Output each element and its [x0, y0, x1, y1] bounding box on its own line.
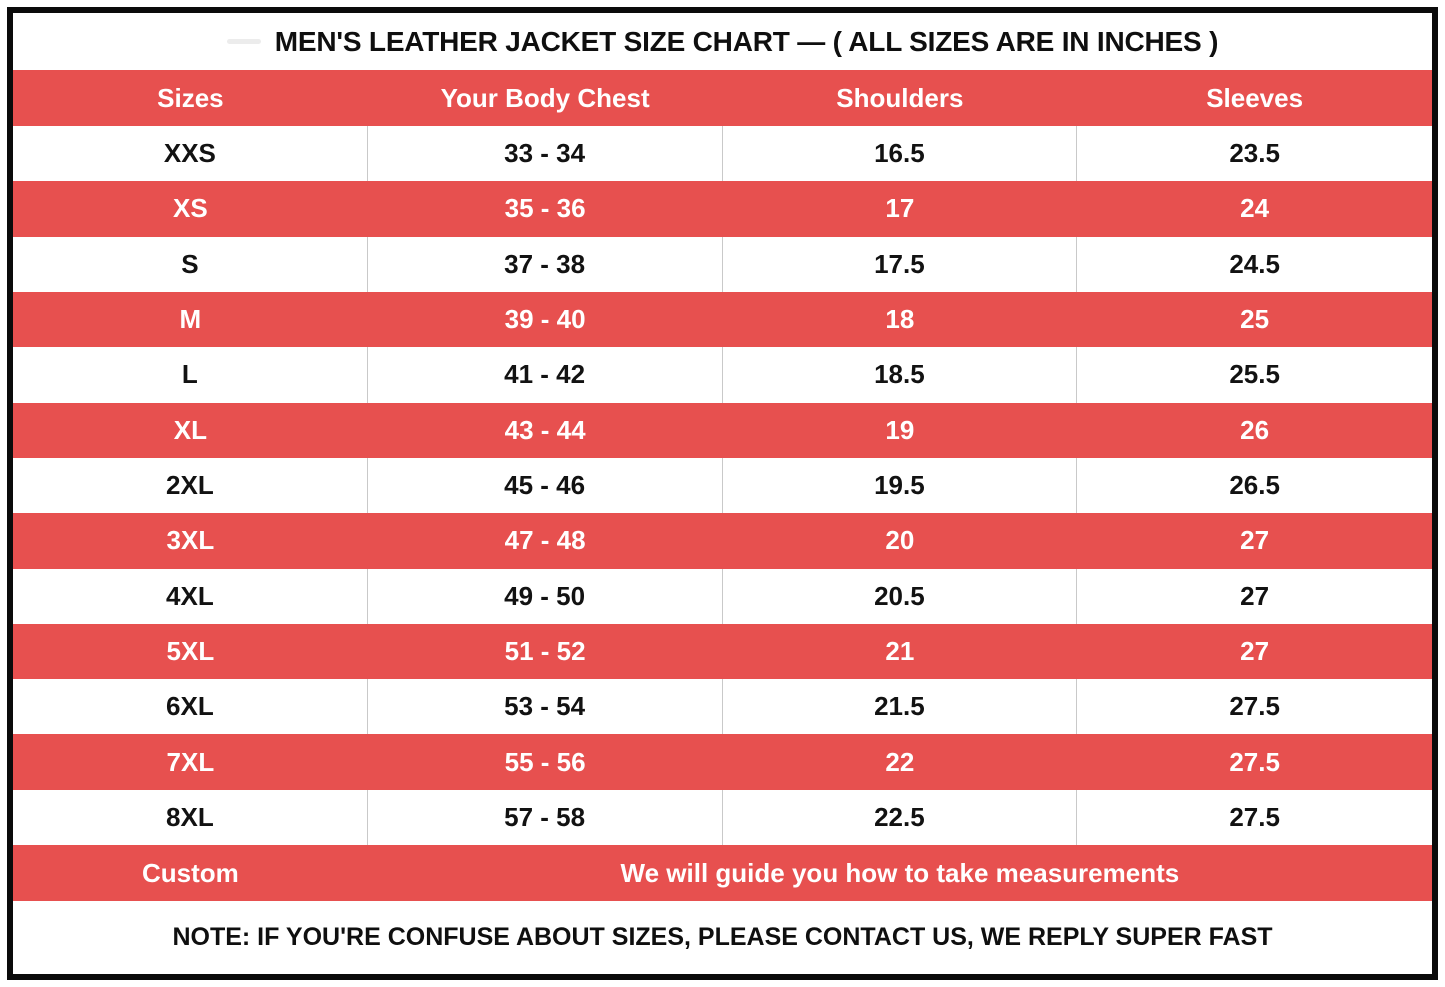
cell-shoulders: 18 — [885, 304, 915, 335]
cell-size: M — [179, 304, 202, 335]
cell-shoulders: 22.5 — [723, 789, 1078, 846]
cell-chest: 57 - 58 — [368, 789, 723, 846]
cell-sleeves: 27 — [1240, 635, 1270, 666]
table-row: 5XL 51 - 52 21 27 — [13, 623, 1432, 680]
cell-sleeves: 27 — [1240, 580, 1270, 611]
cell-shoulders: 21.5 — [723, 679, 1078, 735]
table-row: 4XL 49 - 50 20.5 27 — [13, 568, 1432, 624]
cell-chest: 55 - 56 — [504, 746, 586, 777]
cell-sleeves: 27.5 — [1229, 691, 1280, 722]
cell-chest: 47 - 48 — [504, 525, 586, 556]
cell-shoulders: 20.5 — [723, 568, 1078, 624]
cell-sleeves: 24 — [1240, 193, 1270, 224]
note-text: NOTE: IF YOU'RE CONFUSE ABOUT SIZES, PLE… — [172, 923, 1273, 951]
cell-sleeves: 24.5 — [1229, 248, 1280, 279]
cell-shoulders: 17 — [885, 193, 915, 224]
size-rows: XXS 33 - 34 16.5 23.5 XS 35 - 36 17 24 S 37 - 38 1… — [13, 126, 1432, 846]
cell-size: L — [13, 347, 368, 403]
cell-sleeves: 23.5 — [1229, 138, 1280, 169]
cell-chest: 33 - 34 — [368, 126, 723, 182]
table-row: XS 35 - 36 17 24 — [13, 181, 1432, 237]
cell-size: 8XL — [13, 789, 368, 846]
header-cell-shoulders: Shoulders — [836, 82, 964, 113]
header-cell-sleeves: Sleeves — [1206, 82, 1304, 113]
cell-chest: 53 - 54 — [368, 679, 723, 735]
cell-size: 5XL — [166, 635, 215, 666]
cell-chest: 37 - 38 — [368, 236, 723, 292]
custom-row-message: We will guide you how to take measuremen… — [620, 857, 1180, 888]
cell-sleeves: 26 — [1240, 414, 1270, 445]
cell-chest: 45 - 46 — [368, 457, 723, 514]
custom-row-label: Custom — [141, 857, 239, 888]
table-header-row: Sizes Your Body Chest Shoulders Sleeves — [13, 70, 1432, 126]
cell-chest: 43 - 44 — [504, 414, 586, 445]
table-row: 8XL 57 - 58 22.5 27.5 — [13, 789, 1432, 846]
table-row: XL 43 - 44 19 26 — [13, 402, 1432, 458]
cell-sleeves: 25 — [1240, 304, 1270, 335]
header-cell-body-chest: Your Body Chest — [440, 82, 650, 113]
cell-size: 2XL — [13, 457, 368, 514]
cell-chest: 49 - 50 — [368, 568, 723, 624]
cell-shoulders: 20 — [885, 525, 915, 556]
cell-sleeves: 27.5 — [1229, 801, 1280, 832]
cell-size: XS — [173, 193, 208, 224]
cell-sleeves: 27 — [1240, 525, 1270, 556]
note-band: NOTE: IF YOU'RE CONFUSE ABOUT SIZES, PLE… — [13, 901, 1432, 974]
cell-shoulders: 17.5 — [723, 236, 1078, 292]
cell-chest: 41 - 42 — [368, 347, 723, 403]
cell-size: S — [13, 236, 368, 292]
table-row: 7XL 55 - 56 22 27.5 — [13, 734, 1432, 790]
cell-shoulders: 19 — [885, 414, 915, 445]
cell-shoulders: 22 — [885, 746, 915, 777]
table-row: 2XL 45 - 46 19.5 26.5 — [13, 457, 1432, 514]
page-title: MEN'S LEATHER JACKET SIZE CHART — ( ALL … — [274, 25, 1219, 57]
cell-size: 6XL — [13, 679, 368, 735]
cell-sleeves: 27.5 — [1229, 746, 1280, 777]
size-chart-table: MEN'S LEATHER JACKET SIZE CHART — ( ALL … — [7, 7, 1438, 980]
custom-size-row: Custom We will guide you how to take mea… — [13, 845, 1432, 901]
cell-sleeves: 25.5 — [1229, 359, 1280, 390]
cell-chest: 51 - 52 — [504, 635, 586, 666]
title-faint-dash — [226, 39, 261, 44]
cell-chest: 35 - 36 — [504, 193, 586, 224]
cell-shoulders: 16.5 — [723, 126, 1078, 182]
header-cell-sizes: Sizes — [157, 82, 224, 113]
table-row: XXS 33 - 34 16.5 23.5 — [13, 126, 1432, 182]
title-band: MEN'S LEATHER JACKET SIZE CHART — ( ALL … — [13, 13, 1432, 70]
table-row: L 41 - 42 18.5 25.5 — [13, 347, 1432, 403]
cell-size: 4XL — [13, 568, 368, 624]
table-row: M 39 - 40 18 25 — [13, 291, 1432, 348]
cell-shoulders: 21 — [885, 635, 915, 666]
cell-size: XL — [173, 414, 207, 445]
cell-shoulders: 18.5 — [723, 347, 1078, 403]
cell-size: XXS — [13, 126, 368, 182]
cell-shoulders: 19.5 — [723, 457, 1078, 514]
cell-size: 3XL — [166, 525, 215, 556]
table-row: S 37 - 38 17.5 24.5 — [13, 236, 1432, 292]
cell-sleeves: 26.5 — [1229, 470, 1280, 501]
cell-size: 7XL — [166, 746, 215, 777]
table-row: 6XL 53 - 54 21.5 27.5 — [13, 679, 1432, 735]
cell-chest: 39 - 40 — [504, 304, 586, 335]
table-row: 3XL 47 - 48 20 27 — [13, 513, 1432, 569]
